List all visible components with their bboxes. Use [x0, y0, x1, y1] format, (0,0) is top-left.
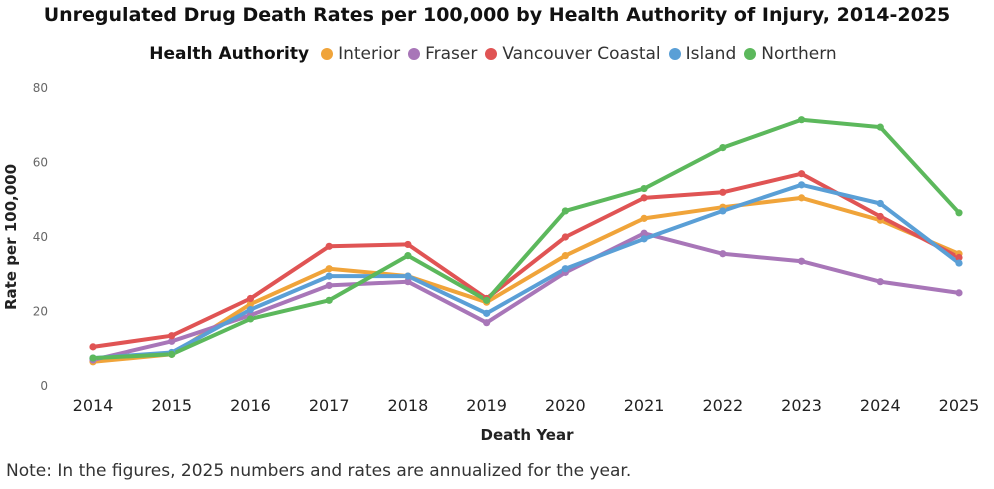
y-axis-label: Rate per 100,000	[2, 164, 20, 310]
legend-title: Health Authority	[149, 44, 310, 64]
y-tick-label: 40	[33, 230, 48, 244]
data-point-island	[404, 272, 412, 280]
x-tick-label: 2014	[73, 396, 114, 415]
legend-marker	[668, 48, 681, 60]
legend-item-northern: Northern	[744, 44, 837, 64]
data-point-northern	[955, 209, 963, 217]
legend-label: Fraser	[425, 44, 478, 64]
x-tick-label: 2015	[151, 396, 192, 415]
data-point-northern	[876, 123, 884, 131]
data-point-interior	[797, 194, 806, 202]
series-points	[89, 116, 963, 366]
data-point-island	[876, 199, 884, 208]
data-point-vancouver-coastal	[168, 332, 176, 340]
data-point-vancouver-coastal	[325, 242, 333, 250]
x-tick-label: 2021	[624, 396, 665, 415]
footnote: Note: In the figures, 2025 numbers and r…	[6, 461, 632, 481]
data-point-interior	[561, 252, 569, 260]
data-point-northern	[404, 252, 412, 260]
legend-marker	[485, 48, 498, 60]
series-line-interior	[91, 195, 961, 364]
legend-label: Interior	[338, 44, 401, 64]
x-axis-ticks: 2014 2015 2016 2017 2018 2019 2020 2021 2022 2023…	[73, 396, 980, 415]
data-point-island	[640, 235, 648, 243]
data-point-northern	[561, 207, 569, 215]
data-point-northern	[797, 116, 806, 124]
data-point-fraser	[955, 289, 963, 297]
legend: Health Authority Interior Fraser Vancouver…	[0, 44, 994, 64]
x-tick-label: 2023	[781, 396, 822, 415]
data-point-vancouver-coastal	[246, 294, 255, 303]
x-tick-label: 2024	[860, 396, 901, 415]
data-point-island	[955, 259, 963, 267]
series-line-island	[91, 182, 961, 361]
data-point-island	[561, 265, 569, 273]
data-point-island	[325, 272, 333, 280]
data-point-northern	[719, 144, 727, 152]
legend-label: Northern	[761, 44, 837, 64]
x-axis-label: Death Year	[481, 426, 575, 444]
legend-label: Island	[685, 44, 737, 64]
data-point-fraser	[797, 257, 806, 265]
data-point-island	[483, 309, 491, 317]
y-tick-label: 20	[33, 305, 48, 319]
legend-item-fraser: Fraser	[408, 44, 477, 64]
data-point-interior	[325, 265, 333, 273]
data-point-northern	[325, 296, 333, 304]
data-point-fraser	[640, 229, 648, 237]
data-point-vancouver-coastal	[797, 170, 806, 178]
y-tick-label: 60	[33, 156, 48, 170]
x-tick-label: 2025	[939, 396, 980, 415]
data-point-northern	[246, 315, 255, 323]
data-point-island	[797, 181, 806, 189]
data-point-vancouver-coastal	[404, 240, 412, 249]
data-point-fraser	[168, 337, 176, 345]
y-tick-label: 80	[33, 81, 48, 95]
legend-item-vancouver-coastal: Vancouver Coastal	[485, 44, 661, 64]
data-point-fraser	[876, 278, 884, 286]
x-tick-label: 2016	[230, 396, 271, 415]
data-point-northern	[168, 350, 176, 358]
legend-items: Interior Fraser Vancouver Coastal Island Nor…	[321, 44, 845, 64]
data-point-vancouver-coastal	[561, 233, 569, 241]
data-point-northern	[89, 354, 97, 362]
data-point-fraser	[404, 278, 412, 286]
x-tick-label: 2022	[702, 396, 743, 415]
data-point-vancouver-coastal	[89, 343, 97, 351]
data-point-northern	[483, 296, 491, 304]
y-axis-ticks: 0 20 40 60 80	[33, 81, 48, 393]
data-point-fraser	[483, 319, 491, 327]
data-point-island	[246, 306, 255, 314]
data-point-vancouver-coastal	[955, 253, 963, 262]
legend-marker	[408, 48, 421, 60]
legend-marker	[321, 48, 334, 60]
series-line-fraser	[91, 231, 961, 362]
series-line-northern	[91, 117, 961, 361]
x-tick-label: 2019	[466, 396, 507, 415]
x-tick-label: 2018	[388, 396, 429, 415]
legend-item-interior: Interior	[321, 44, 400, 64]
data-point-island	[719, 207, 727, 215]
y-tick-label: 0	[40, 379, 48, 393]
series-line-vancouver-coastal	[91, 171, 961, 349]
legend-marker	[744, 48, 757, 60]
data-point-interior	[640, 214, 648, 222]
data-point-vancouver-coastal	[719, 188, 727, 196]
chart-title: Unregulated Drug Death Rates per 100,000…	[43, 4, 951, 26]
data-point-vancouver-coastal	[876, 212, 884, 221]
data-point-northern	[640, 184, 648, 193]
series-lines	[91, 117, 961, 364]
data-point-fraser	[719, 250, 727, 258]
legend-item-island: Island	[668, 44, 737, 64]
x-tick-label: 2020	[545, 396, 586, 415]
x-tick-label: 2017	[309, 396, 350, 415]
data-point-fraser	[325, 281, 333, 290]
data-point-interior	[246, 300, 255, 308]
legend-label: Vancouver Coastal	[502, 44, 661, 64]
data-point-vancouver-coastal	[640, 194, 648, 202]
